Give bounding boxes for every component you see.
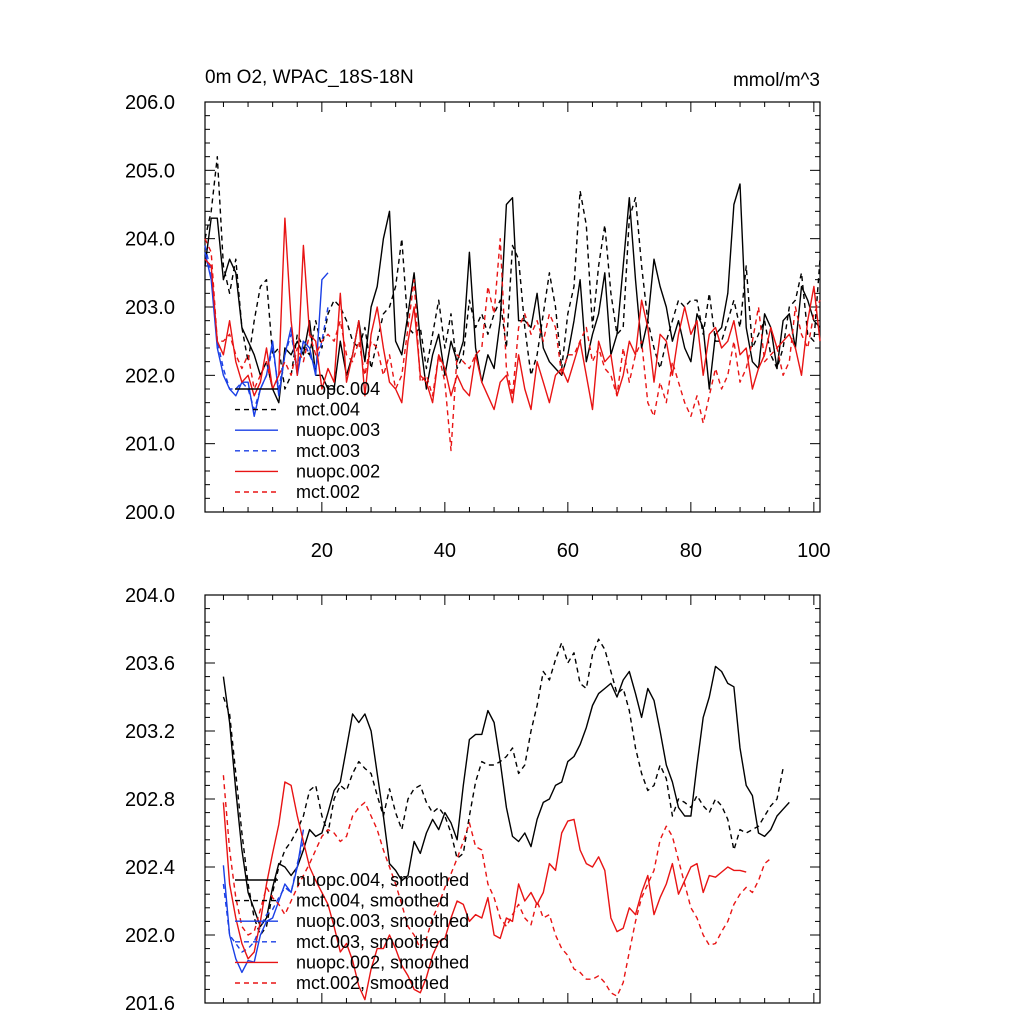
- series-line-nuopc-002-smoothed: [222, 781, 747, 1001]
- y-tick-label: 200.0: [125, 502, 175, 524]
- y-tick-label: 202.4: [125, 857, 175, 879]
- series-line-mct-004-smoothed: [222, 638, 784, 936]
- legend-label: mct.002, smoothed: [296, 973, 449, 993]
- units-label: mmol/m^3: [733, 70, 820, 91]
- legend-label: mct.004, smoothed: [296, 891, 449, 911]
- legend-label: nuopc.002: [296, 461, 380, 481]
- legend-label: mct.004: [296, 400, 360, 420]
- x-tick-label: 20: [311, 540, 333, 562]
- series-line-mct-003-smoothed: [222, 841, 305, 953]
- x-tick-label: 80: [680, 540, 702, 562]
- legend-label: mct.003: [296, 441, 360, 461]
- x-tick-label: 60: [557, 540, 579, 562]
- top-panel: 0m O2, WPAC_18S-18N mmol/m^3200.0201.0202…: [125, 67, 831, 562]
- y-tick-label: 201.0: [125, 434, 175, 456]
- series-line-nuopc-002: [204, 217, 821, 411]
- y-tick-label: 202.0: [125, 925, 175, 947]
- legend-label: nuopc.004: [296, 379, 380, 399]
- bottom-panel: 201.6 202.0 202.4 202.8 203.2 203.6 204.0 nuopc…: [125, 585, 821, 1015]
- y-tick-label: 203.6: [125, 653, 175, 675]
- x-tick-label: 100: [797, 540, 830, 562]
- y-tick-label: 204.0: [125, 585, 175, 607]
- y-tick-label: 205.0: [125, 160, 175, 182]
- series-line-nuopc-003-smoothed: [222, 829, 305, 974]
- y-tick-label: 203.2: [125, 721, 175, 743]
- legend-label: nuopc.004, smoothed: [296, 870, 469, 890]
- y-tick-label: 202.8: [125, 789, 175, 811]
- y-tick-label: 206.0: [125, 92, 175, 114]
- legend-label: mct.002: [296, 482, 360, 502]
- y-tick-label: 204.0: [125, 229, 175, 251]
- series-line-mct-003: [204, 245, 329, 411]
- series-line-mct-002: [204, 237, 821, 452]
- legend-label: nuopc.003: [296, 420, 380, 440]
- y-tick-label: 203.0: [125, 297, 175, 319]
- legend-label: nuopc.002, smoothed: [296, 952, 469, 972]
- x-tick-label: 40: [434, 540, 456, 562]
- series-line-nuopc-004-smoothed: [222, 665, 790, 928]
- chart-title: 0m O2, WPAC_18S-18N: [205, 67, 414, 88]
- series-line-mct-002-smoothed: [222, 775, 772, 997]
- series-line-mct-004: [204, 155, 821, 390]
- y-tick-label: 201.6: [125, 993, 175, 1015]
- legend-label: mct.003, smoothed: [296, 932, 449, 952]
- legend-label: nuopc.003, smoothed: [296, 911, 469, 931]
- y-tick-label: 202.0: [125, 365, 175, 387]
